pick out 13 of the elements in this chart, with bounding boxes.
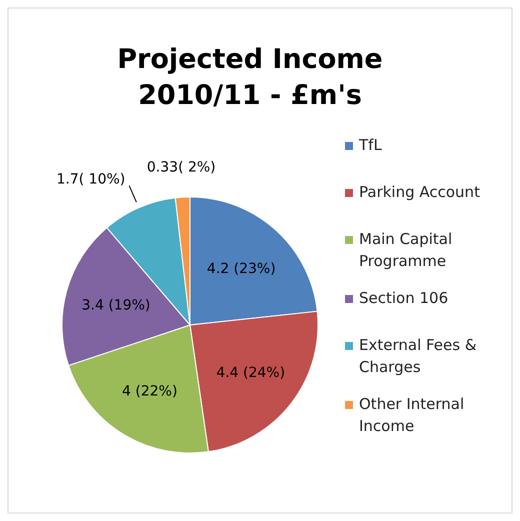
data-label: 3.4 (19%) [82,297,150,314]
data-label: 4.2 (23%) [206,260,276,277]
legend-label: External Fees & Charges [359,336,477,376]
legend-label: TfL [358,136,382,154]
chart-title: Projected Income 2010/11 - £m's [117,44,383,111]
data-label: 0.33( 2%) [146,159,216,176]
legend-label: Main Capital Programme [359,230,452,270]
data-label: 4.4 (24%) [216,365,286,382]
data-label: 4 (22%) [122,383,178,400]
data-label: 1.7( 10%) [56,172,126,188]
legend-label: Parking Account [359,183,480,201]
legend-label: Other Internal Income [359,395,464,435]
legend-label: Section 106 [359,289,448,307]
